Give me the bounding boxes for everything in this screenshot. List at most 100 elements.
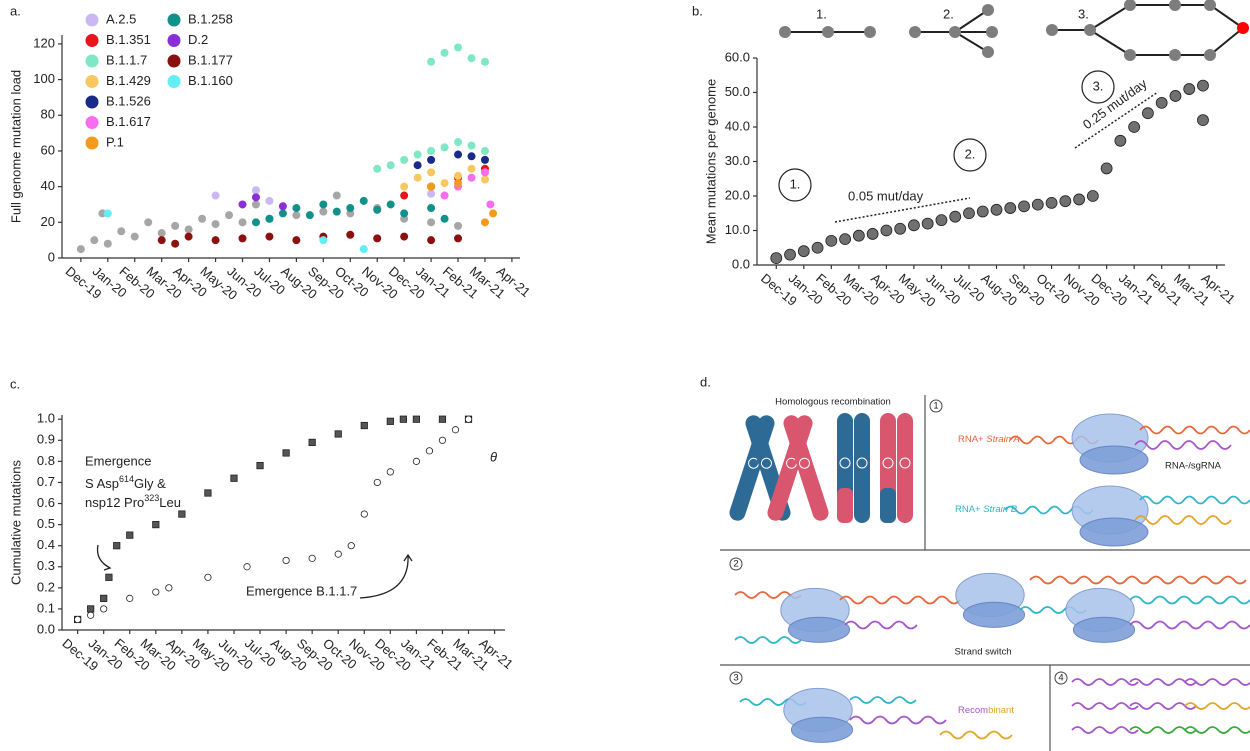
point xyxy=(238,234,247,243)
rna-strand xyxy=(1071,678,1139,686)
rna-strand xyxy=(1029,575,1247,585)
point xyxy=(464,415,473,423)
y-tick-label: 0.7 xyxy=(37,474,55,489)
point xyxy=(427,146,436,155)
point xyxy=(427,155,436,164)
point xyxy=(319,207,328,216)
polymerase xyxy=(1072,616,1136,643)
point xyxy=(251,218,260,227)
point xyxy=(278,202,287,211)
point xyxy=(451,426,460,434)
point xyxy=(256,461,264,470)
centromere xyxy=(839,457,851,469)
step-label: 2 xyxy=(733,559,738,570)
point xyxy=(100,605,108,613)
point xyxy=(225,211,234,220)
point xyxy=(1100,162,1113,175)
point xyxy=(308,554,316,562)
strand-label: Recombinant xyxy=(958,705,1014,716)
y-tick-label: 80 xyxy=(41,107,55,122)
y-tick-label: 0 xyxy=(48,249,55,264)
chromosome xyxy=(837,413,853,523)
point xyxy=(1073,193,1085,206)
rna-strand xyxy=(1184,726,1250,734)
point xyxy=(839,233,851,246)
point xyxy=(265,214,274,223)
point xyxy=(157,236,166,245)
point xyxy=(1128,121,1141,133)
legend-label: D.2 xyxy=(188,32,208,47)
point xyxy=(467,164,476,173)
chromosome xyxy=(880,413,896,523)
point xyxy=(454,43,463,52)
point xyxy=(87,611,95,619)
point xyxy=(400,182,409,191)
point xyxy=(238,218,247,227)
point xyxy=(292,236,301,245)
legend-label: B.1.160 xyxy=(188,73,233,88)
point xyxy=(440,179,449,188)
chromosome xyxy=(854,413,870,523)
y-tick-label: 120 xyxy=(33,35,55,50)
point xyxy=(184,225,193,234)
phase-circle xyxy=(953,138,987,172)
point xyxy=(480,155,489,164)
point xyxy=(346,204,355,213)
rate-label: 0.05 mut/day xyxy=(848,188,924,203)
point xyxy=(386,468,394,476)
y-tick-label: 1.0 xyxy=(37,411,55,426)
rna-strand xyxy=(1129,595,1250,605)
point xyxy=(425,447,434,455)
rna-strand xyxy=(734,636,802,644)
point xyxy=(921,217,934,230)
point xyxy=(305,211,314,220)
rna-strand xyxy=(839,595,961,605)
network-icons xyxy=(779,0,1249,61)
annotation-part: S Asp xyxy=(85,476,119,491)
diagram-title: Homologous recombination xyxy=(775,397,891,408)
point xyxy=(480,218,489,227)
point xyxy=(319,236,328,245)
point xyxy=(976,205,989,218)
rna-strand xyxy=(1139,495,1250,505)
point xyxy=(486,200,495,209)
chromosome xyxy=(897,413,913,523)
point xyxy=(165,584,173,592)
y-axis-label: Full genome mutation load xyxy=(8,70,23,223)
point xyxy=(784,248,796,261)
y-tick-label: 60 xyxy=(41,142,55,157)
y-tick-label: 10.0 xyxy=(725,222,750,237)
point xyxy=(427,236,436,245)
centromere xyxy=(786,457,798,469)
rna-strand xyxy=(1129,620,1250,630)
point xyxy=(1018,200,1030,213)
legend-swatch xyxy=(167,54,181,68)
point xyxy=(438,436,447,444)
point xyxy=(467,54,476,63)
point xyxy=(399,415,407,423)
point xyxy=(480,168,489,177)
chromosome xyxy=(783,415,829,521)
point xyxy=(152,588,160,596)
annotation-part: nsp12 Pro xyxy=(85,495,144,510)
polymerase xyxy=(1079,445,1149,475)
point xyxy=(866,228,879,240)
panel-label: b. xyxy=(692,3,703,18)
point xyxy=(489,209,498,218)
rna-strand xyxy=(1134,515,1232,525)
point xyxy=(198,214,207,223)
point xyxy=(825,234,838,247)
point xyxy=(427,204,436,213)
step-ring xyxy=(1054,671,1068,685)
point xyxy=(319,200,328,209)
point xyxy=(126,531,134,539)
point xyxy=(157,229,166,238)
y-tick-label: 0.9 xyxy=(37,432,55,447)
y-tick-label: 0.6 xyxy=(37,495,55,510)
point xyxy=(360,510,368,518)
y-tick-label: 100 xyxy=(33,71,55,86)
y-axis-label: Cumulative mutations xyxy=(8,460,23,585)
point xyxy=(103,209,112,218)
rna-strand xyxy=(1134,440,1232,450)
